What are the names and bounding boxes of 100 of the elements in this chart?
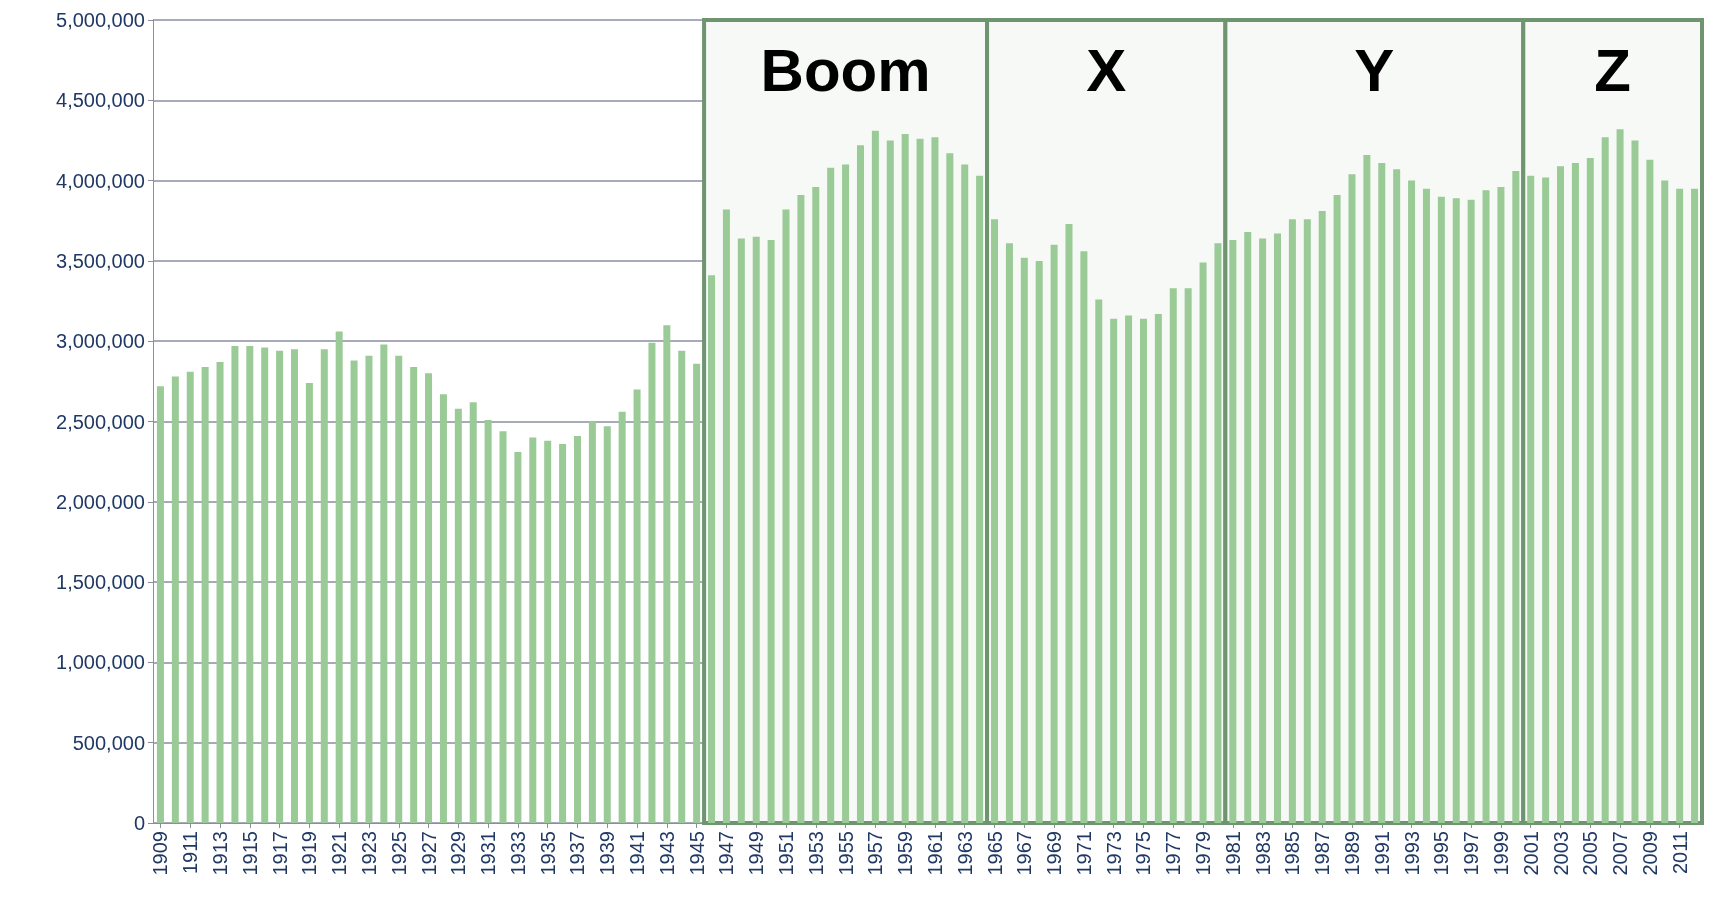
bar: [976, 175, 984, 823]
x-tick-label: 1913: [209, 831, 232, 876]
bar: [603, 426, 611, 823]
x-tick-label: 1947: [715, 831, 738, 876]
bar: [901, 134, 909, 823]
bar: [1601, 137, 1609, 823]
x-tick-label: 1927: [417, 831, 440, 876]
bar: [1303, 219, 1311, 823]
bar: [484, 419, 492, 823]
bar: [1422, 188, 1430, 823]
x-tick-label: 1935: [536, 831, 559, 876]
bar: [320, 349, 328, 823]
x-tick-label: 1989: [1340, 831, 1363, 876]
y-tick-label: 1,000,000: [56, 651, 145, 674]
bar: [1154, 313, 1162, 823]
bar: [1542, 177, 1550, 823]
y-tick-label: 4,500,000: [56, 89, 145, 112]
x-tick-label: 1985: [1281, 831, 1304, 876]
bar: [559, 443, 567, 823]
bar: [1586, 158, 1594, 823]
bar: [1050, 244, 1058, 823]
bar: [633, 389, 641, 823]
x-tick-label: 1943: [655, 831, 678, 876]
x-tick-label: 1939: [596, 831, 619, 876]
x-tick-label: 2003: [1549, 831, 1572, 876]
x-tick-label: 1965: [983, 831, 1006, 876]
x-tick-label: 1995: [1430, 831, 1453, 876]
bar: [231, 346, 239, 823]
x-tick-label: 1987: [1311, 831, 1334, 876]
bar: [871, 130, 879, 823]
bar: [529, 437, 537, 823]
bar: [1288, 219, 1296, 823]
x-tick-label: 1991: [1370, 831, 1393, 876]
band-label: X: [1086, 36, 1127, 104]
bar: [514, 452, 522, 823]
bar: [1274, 233, 1282, 823]
bar: [1199, 262, 1207, 823]
bar: [1139, 318, 1147, 823]
x-tick-label: 1953: [804, 831, 827, 876]
x-tick-label: 1931: [477, 831, 500, 876]
x-tick-label: 1975: [1132, 831, 1155, 876]
bar: [1482, 190, 1490, 823]
x-tick-label: 2005: [1579, 831, 1602, 876]
x-tick-label: 2011: [1668, 831, 1691, 875]
x-tick-label: 2007: [1609, 831, 1632, 876]
x-tick-label: 1929: [447, 831, 470, 876]
bar: [663, 325, 671, 823]
x-tick-label: 1917: [268, 831, 291, 876]
x-tick-label: 1925: [387, 831, 410, 876]
x-tick-label: 1973: [1102, 831, 1125, 876]
x-tick-label: 1945: [685, 831, 708, 876]
y-tick-label: 2,000,000: [56, 490, 145, 513]
y-tick-label: 1,500,000: [56, 571, 145, 594]
bar: [1005, 243, 1013, 823]
bar: [350, 360, 358, 823]
x-tick-label: 1979: [1192, 831, 1215, 876]
band-label: Y: [1354, 36, 1395, 104]
x-tick-label: 1969: [1043, 831, 1066, 876]
bar: [171, 376, 179, 823]
bar: [410, 366, 418, 823]
bar: [797, 195, 805, 823]
bar: [693, 363, 701, 823]
bar: [1020, 257, 1028, 823]
bar: [499, 431, 507, 823]
x-tick-label: 1937: [566, 831, 589, 876]
bar: [1169, 288, 1177, 823]
band-label: Boom: [760, 36, 931, 104]
bar: [365, 355, 373, 823]
bar: [201, 366, 209, 823]
bar: [395, 355, 403, 823]
bar: [1393, 169, 1401, 823]
x-tick-label: 1963: [953, 831, 976, 876]
bar: [1080, 251, 1088, 823]
bar: [1065, 223, 1073, 823]
bar: [1437, 196, 1445, 823]
band-label: Z: [1594, 36, 1631, 104]
x-tick-label: 2001: [1519, 831, 1542, 876]
bar: [1348, 174, 1356, 823]
bar: [1571, 162, 1579, 823]
bar: [1691, 188, 1699, 823]
bar: [1616, 129, 1624, 823]
bar: [1035, 260, 1043, 823]
y-tick-label: 2,500,000: [56, 410, 145, 433]
x-tick-label: 1951: [775, 831, 797, 876]
bar: [335, 331, 343, 823]
x-tick-label: 1959: [894, 831, 917, 876]
bar: [1661, 180, 1669, 823]
bar: [1333, 195, 1341, 823]
bar: [722, 209, 730, 823]
bar: [1244, 231, 1252, 823]
bar: [782, 209, 790, 823]
bar: [618, 411, 626, 823]
bar: [1557, 166, 1564, 823]
bar: [454, 408, 462, 823]
bar: [1363, 154, 1371, 823]
x-tick-label: 1911: [179, 831, 202, 875]
y-tick-label: 0: [133, 812, 145, 834]
bar: [186, 371, 194, 823]
bar: [276, 350, 284, 823]
bar: [216, 362, 224, 823]
